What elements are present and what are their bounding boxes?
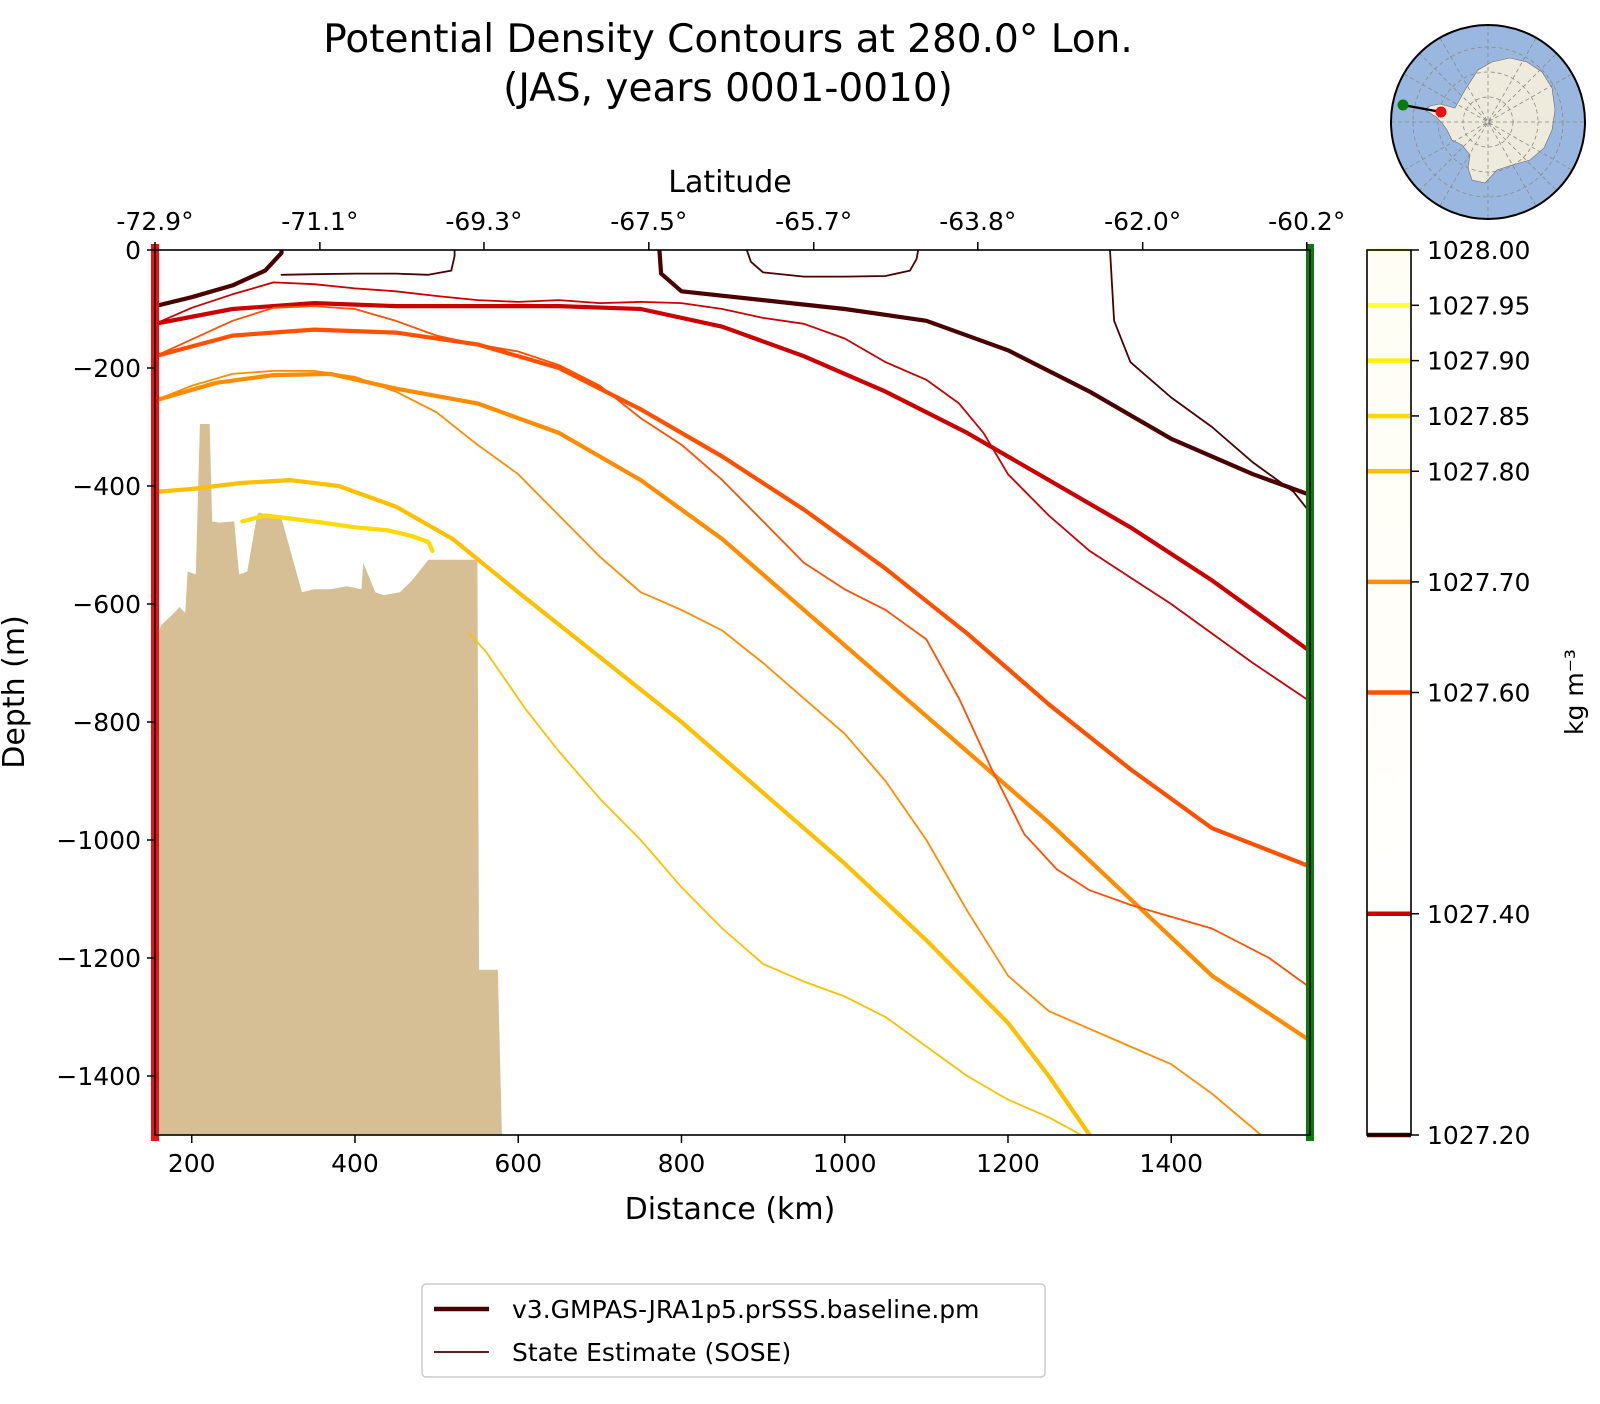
- latitude-tick-label: -69.3°: [445, 207, 522, 236]
- x-tick-label: 800: [658, 1149, 706, 1178]
- section-start-marker: [1435, 106, 1447, 118]
- map-border: [1390, 24, 1586, 220]
- colorbar-tick-label: 1027.80: [1427, 457, 1530, 486]
- y-tick-label: −1400: [56, 1062, 141, 1091]
- legend-box: [421, 1283, 1046, 1378]
- latitude-tick-label: -72.9°: [116, 207, 193, 236]
- colorbar-tick-label: 1027.90: [1427, 347, 1530, 376]
- contour-layer: [155, 250, 1310, 1135]
- x-tick-label: 1200: [976, 1149, 1040, 1178]
- y-tick-label: −1000: [56, 826, 141, 855]
- colorbar-ticks: 1028.00 1027.95 1027.90 1027.85 1027.80 1027.…: [1411, 236, 1530, 1150]
- y-tick-label: −1200: [56, 944, 141, 973]
- chart-title-line1: Potential Density Contours at 280.0° Lon…: [323, 17, 1133, 62]
- legend-label-sose: State Estimate (SOSE): [512, 1338, 791, 1367]
- plot-frame: [154, 249, 1311, 1136]
- contour-sose-1027.2-8: [745, 250, 920, 278]
- legend-label-model: v3.GMPAS-JRA1p5.prSSS.baseline.pm: [512, 1295, 980, 1324]
- seafloor-layer: [159, 424, 502, 1135]
- latitude-tick-label: -62.0°: [1104, 207, 1181, 236]
- colorbar-tick-label: 1028.00: [1427, 236, 1530, 265]
- colorbar-tick-label: 1027.85: [1427, 402, 1530, 431]
- x-tick-label: 200: [168, 1149, 216, 1178]
- colorbar-tick-label: 1027.95: [1427, 291, 1530, 320]
- x-tick-label: 600: [494, 1149, 542, 1178]
- contour-model-1027.4-2: [155, 301, 1310, 654]
- latitude-axis-label: Latitude: [668, 165, 791, 200]
- contour-model-1027.85-6: [240, 513, 435, 554]
- contour-model-1027.8-5: [155, 478, 1092, 1135]
- latitude-tick-label: -65.7°: [775, 207, 852, 236]
- contour-sose-1027.6-11: [155, 305, 1310, 989]
- section-end-marker: [1397, 99, 1409, 111]
- contour-sose-1027.4-10: [155, 281, 1310, 703]
- latitude-tick-label: -60.2°: [1268, 207, 1345, 236]
- contour-sose-1027.2-7: [280, 250, 456, 276]
- colorbar-tick-label: 1027.60: [1427, 679, 1530, 708]
- colorbar-tick-label: 1027.70: [1427, 568, 1530, 597]
- map-body: [1391, 25, 1585, 219]
- seafloor-shape: [159, 424, 502, 1135]
- x-axis: 200 400 600 800 1000 1200 1400: [168, 1135, 1203, 1178]
- contour-model-1027.7-4: [155, 371, 1310, 1043]
- inset-polar-map: [1390, 24, 1586, 220]
- colorbar-tick-label: 1027.20: [1427, 1121, 1530, 1150]
- y-axis: 0 −200 −400 −600 −800 −1000 −1200 −1400: [56, 236, 155, 1091]
- colorbar-unit-label: kg m⁻³: [1560, 649, 1589, 735]
- x-tick-label: 1400: [1139, 1149, 1203, 1178]
- y-tick-label: −800: [72, 708, 141, 737]
- latitude-tick-label: -63.8°: [939, 207, 1016, 236]
- contour-sose-1027.8-13: [468, 632, 1083, 1135]
- y-axis-label: Depth (m): [0, 615, 32, 769]
- map-graticule: [1391, 25, 1585, 219]
- contour-model-1027.6-3: [155, 327, 1310, 869]
- contour-sose-1027.2-9: [1109, 250, 1310, 514]
- x-tick-label: 400: [331, 1149, 379, 1178]
- contour-model-1027.2-0: [155, 250, 284, 309]
- latitude-axis: -72.9° -71.1° -69.3° -67.5° -65.7° -63.8° -62.…: [116, 207, 1345, 250]
- section-path-line: [1402, 103, 1442, 114]
- contour-sose-1027.7-12: [155, 369, 1262, 1135]
- x-tick-label: 1000: [813, 1149, 877, 1178]
- contour-model-1027.2-1: [657, 250, 1310, 497]
- latitude-tick-label: -67.5°: [610, 207, 687, 236]
- y-tick-label: −400: [72, 472, 141, 501]
- colorbar-tick-label: 1027.40: [1427, 900, 1530, 929]
- y-tick-label: 0: [125, 236, 141, 265]
- legend: v3.GMPAS-JRA1p5.prSSS.baseline.pm State …: [421, 1283, 1046, 1378]
- y-tick-label: −600: [72, 590, 141, 619]
- latitude-tick-label: -71.1°: [281, 207, 358, 236]
- x-axis-label: Distance (km): [625, 1192, 836, 1227]
- chart-title-line2: (JAS, years 0001-0010): [503, 66, 953, 111]
- y-tick-label: −200: [72, 354, 141, 383]
